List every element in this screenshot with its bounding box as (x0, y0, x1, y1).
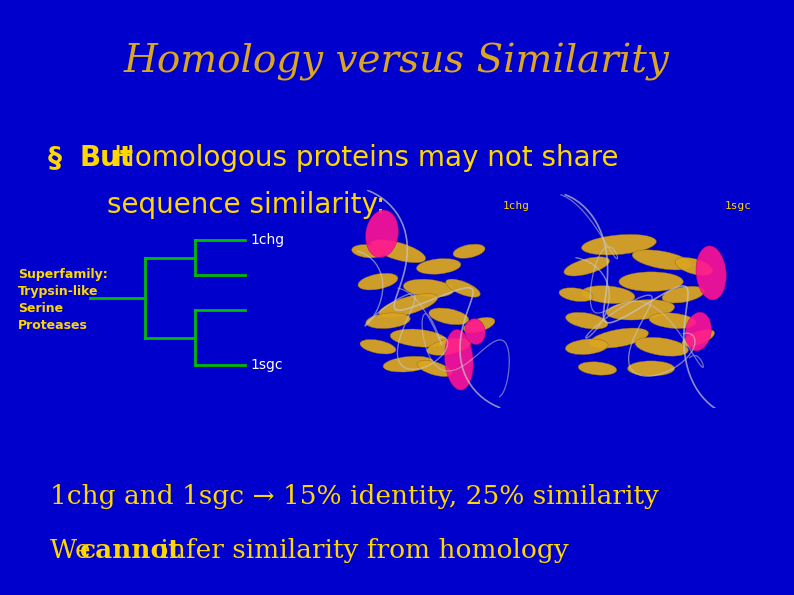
Ellipse shape (379, 293, 437, 317)
Ellipse shape (429, 308, 468, 325)
Ellipse shape (445, 330, 473, 390)
Ellipse shape (685, 312, 711, 351)
Text: 1sgc: 1sgc (725, 201, 752, 211)
Ellipse shape (365, 210, 399, 258)
Ellipse shape (366, 313, 410, 328)
Text: Homologous proteins may not share: Homologous proteins may not share (114, 143, 619, 172)
Ellipse shape (417, 259, 461, 274)
Ellipse shape (627, 361, 675, 376)
Text: 1chg: 1chg (503, 201, 530, 211)
Text: Superfamily:
Trypsin-like
Serine
Proteases: Superfamily: Trypsin-like Serine Proteas… (18, 268, 108, 332)
Ellipse shape (581, 234, 657, 255)
Text: sequence similarity:: sequence similarity: (107, 191, 385, 220)
Ellipse shape (417, 361, 453, 377)
Text: cannot: cannot (80, 538, 181, 563)
Ellipse shape (649, 313, 696, 328)
Text: §: § (48, 143, 62, 172)
Ellipse shape (360, 340, 396, 354)
Ellipse shape (390, 329, 447, 347)
Ellipse shape (578, 362, 617, 375)
Ellipse shape (559, 288, 593, 302)
Ellipse shape (464, 317, 495, 333)
Text: 1sgc: 1sgc (250, 358, 283, 372)
Ellipse shape (427, 338, 471, 355)
Ellipse shape (464, 319, 485, 345)
Ellipse shape (564, 257, 610, 276)
Ellipse shape (619, 272, 683, 292)
Ellipse shape (445, 279, 480, 297)
Text: 1chg and 1sgc → 15% identity, 25% similarity: 1chg and 1sgc → 15% identity, 25% simila… (50, 484, 659, 509)
Ellipse shape (371, 240, 426, 263)
Ellipse shape (453, 244, 485, 258)
Ellipse shape (632, 250, 692, 270)
Ellipse shape (403, 279, 454, 297)
Text: But: But (79, 143, 133, 172)
Ellipse shape (581, 286, 635, 303)
Ellipse shape (675, 258, 713, 275)
Text: 1chg: 1chg (250, 233, 284, 247)
Text: We: We (50, 538, 99, 563)
Ellipse shape (383, 356, 434, 372)
Ellipse shape (352, 245, 384, 258)
Ellipse shape (696, 246, 727, 300)
Ellipse shape (565, 312, 608, 329)
Ellipse shape (589, 328, 649, 348)
Ellipse shape (682, 330, 715, 347)
Ellipse shape (635, 337, 688, 356)
Ellipse shape (358, 273, 398, 290)
Ellipse shape (662, 286, 704, 303)
Text: Homology versus Similarity: Homology versus Similarity (124, 43, 670, 82)
Ellipse shape (565, 339, 608, 355)
Ellipse shape (606, 300, 675, 320)
Text: infer similarity from homology: infer similarity from homology (152, 538, 569, 563)
